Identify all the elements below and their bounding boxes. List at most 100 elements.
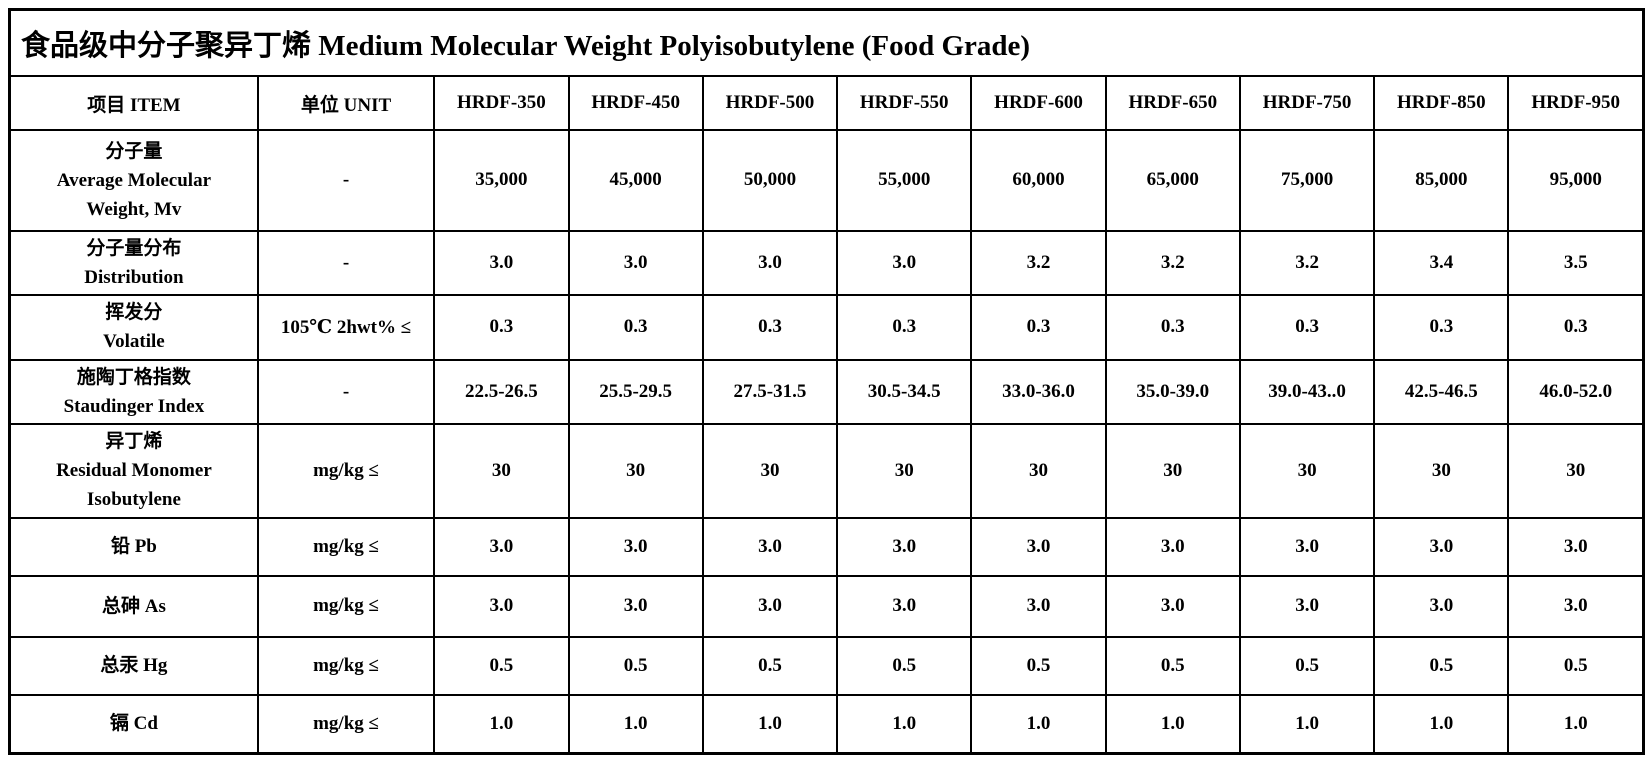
table-cell: 30 [1507,423,1645,519]
table-cell: 1.0 [1104,693,1241,755]
table-cell: 0.3 [433,294,570,361]
table-cell: 3.0 [433,516,570,578]
table-cell: 30 [1104,423,1241,519]
table-cell: 85,000 [1373,129,1510,232]
table-cell: 3.5 [1507,229,1645,297]
column-header: HRDF-450 [567,75,704,131]
column-header: HRDF-350 [433,75,570,131]
column-header: HRDF-500 [701,75,839,131]
item-line: 总砷 As [101,595,166,617]
table-cell: 1.0 [701,693,839,755]
table-cell: 0.3 [1373,294,1510,361]
table-cell: 0.5 [970,635,1107,696]
column-header: HRDF-950 [1507,75,1645,131]
row-unit: 105℃ 2hwt% ≤ [256,294,436,361]
table-cell: 3.0 [1507,516,1645,578]
row-unit: mg/kg ≤ [256,635,436,696]
table-cell: 35,000 [433,129,570,232]
table-cell: 3.4 [1373,229,1510,297]
table-cell: 3.0 [1238,575,1376,638]
table-cell: 3.0 [701,229,839,297]
item-line: Distribution [84,266,184,288]
table-cell: 1.0 [1373,693,1510,755]
item-line: 分子量分布 [86,237,182,259]
table-row: 分子量 Average Molecular Weight, Mv -35,000 45,… [8,129,1645,232]
table-cell: 3.0 [1373,516,1510,578]
row-item-label: 异丁烯 Residual Monomer Isobutylene [8,423,259,519]
table-cell: 0.5 [701,635,839,696]
row-unit: mg/kg ≤ [256,423,436,519]
table-cell: 3.2 [1104,229,1241,297]
table-row: 挥发分 Volatile 105℃ 2hwt% ≤0.3 0.3 0.3 0.3 0.3 0.… [8,294,1645,361]
item-line: 铅 Pb [110,536,157,558]
row-item-label: 挥发分 Volatile [8,294,259,361]
table-cell: 3.0 [1104,575,1241,638]
table-cell: 95,000 [1507,129,1645,232]
row-unit: mg/kg ≤ [256,575,436,638]
table-cell: 1.0 [970,693,1107,755]
row-item-label: 总汞 Hg [8,635,259,696]
table-cell: 1.0 [567,693,704,755]
item-line: Average Molecular [56,169,212,191]
table-cell: 50,000 [701,129,839,232]
table-cell: 0.3 [1104,294,1241,361]
table-cell: 0.5 [1507,635,1645,696]
item-line: Weight, Mv [86,198,182,220]
header-row: 项目 ITEM 单位 UNIT HRDF-350 HRDF-450 HRDF-500 HR… [8,75,1645,131]
table-cell: 30 [836,423,973,519]
table-body: 分子量 Average Molecular Weight, Mv -35,000 45,… [8,129,1645,755]
column-header: HRDF-850 [1373,75,1510,131]
row-unit: mg/kg ≤ [256,516,436,578]
table-cell: 1.0 [1507,693,1645,755]
column-header: HRDF-750 [1238,75,1376,131]
row-item-label: 施陶丁格指数 Staudinger Index [8,358,259,426]
table-cell: 30 [970,423,1107,519]
table-cell: 1.0 [433,693,570,755]
table-cell: 0.3 [970,294,1107,361]
table-cell: 3.0 [701,575,839,638]
table-cell: 0.3 [1238,294,1376,361]
table-cell: 3.0 [567,575,704,638]
table-title: 食品级中分子聚异丁烯 Medium Molecular Weight Polyi… [8,8,1645,77]
item-line: Residual Monomer [56,460,212,482]
column-header: 项目 ITEM [8,75,259,131]
table-cell: 0.5 [1238,635,1376,696]
item-line: 镉 Cd [109,713,158,735]
item-line: 施陶丁格指数 [76,366,191,388]
table-cell: 30 [433,423,570,519]
table-row: 镉 Cd mg/kg ≤1.0 1.0 1.0 1.0 1.0 1.0 1.0 1.0 1.0 [8,693,1645,755]
column-header: HRDF-600 [970,75,1107,131]
table-cell: 3.2 [970,229,1107,297]
row-unit: - [256,129,436,232]
table-cell: 30 [567,423,704,519]
item-line: 挥发分 [105,302,163,324]
column-header: HRDF-550 [836,75,973,131]
table-cell: 3.0 [433,575,570,638]
table-cell: 3.2 [1238,229,1376,297]
table-cell: 3.0 [701,516,839,578]
item-line: Isobutylene [86,489,181,511]
table-cell: 30.5-34.5 [836,358,973,426]
table-cell: 42.5-46.5 [1373,358,1510,426]
item-line: 异丁烯 [105,431,163,453]
column-header: 单位 UNIT [256,75,436,131]
table-cell: 0.5 [567,635,704,696]
row-unit: mg/kg ≤ [256,693,436,755]
table-row: 铅 Pb mg/kg ≤3.0 3.0 3.0 3.0 3.0 3.0 3.0 3.0 3.0 [8,516,1645,578]
table-cell: 3.0 [1373,575,1510,638]
table-cell: 1.0 [1238,693,1376,755]
item-line: Staudinger Index [63,395,205,417]
item-line: 总汞 Hg [100,655,168,677]
row-item-label: 分子量分布 Distribution [8,229,259,297]
table-cell: 0.3 [701,294,839,361]
table-cell: 3.0 [836,516,973,578]
table-cell: 0.3 [1507,294,1645,361]
table-cell: 30 [701,423,839,519]
row-unit: - [256,229,436,297]
table-cell: 3.0 [433,229,570,297]
table-row: 异丁烯 Residual Monomer Isobutylene mg/kg ≤30 3… [8,423,1645,519]
table-cell: 39.0-43..0 [1238,358,1376,426]
table-cell: 75,000 [1238,129,1376,232]
table-cell: 30 [1373,423,1510,519]
